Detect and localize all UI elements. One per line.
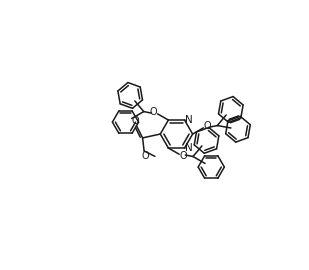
Text: O: O: [132, 116, 139, 126]
Text: O: O: [203, 121, 211, 131]
Text: O: O: [179, 151, 187, 161]
Text: O: O: [150, 107, 158, 117]
Text: N: N: [185, 115, 193, 125]
Text: N: N: [185, 143, 193, 153]
Text: O: O: [141, 151, 149, 161]
